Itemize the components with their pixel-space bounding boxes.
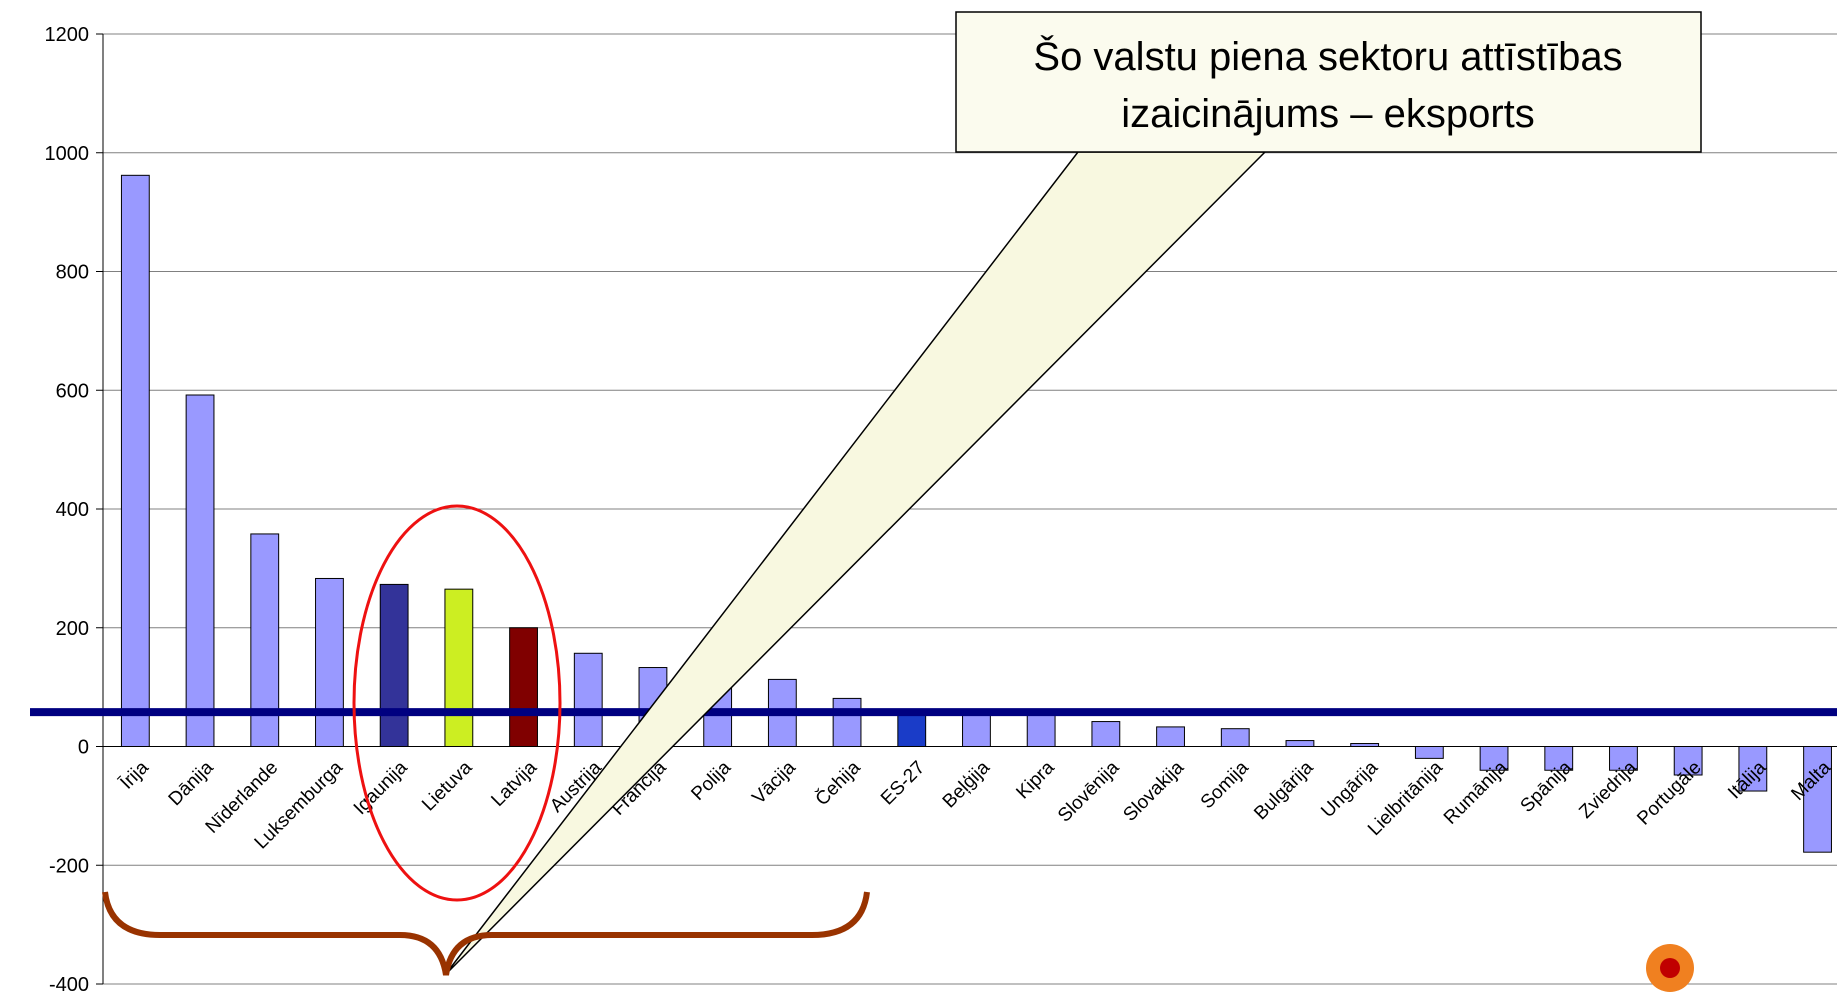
x-tick-label: Portugāle bbox=[1633, 757, 1705, 829]
y-tick-label: 800 bbox=[56, 262, 89, 284]
annotation-line: izaicinājums – eksports bbox=[1121, 92, 1535, 136]
bar bbox=[1156, 726, 1185, 747]
bar bbox=[897, 711, 927, 747]
x-tick-label: ES-27 bbox=[877, 757, 929, 809]
logo bbox=[1646, 944, 1694, 992]
y-tick-label: 1000 bbox=[45, 143, 90, 165]
bar bbox=[1285, 740, 1315, 747]
y-tick-label: 200 bbox=[56, 618, 89, 640]
bar bbox=[1479, 746, 1509, 771]
bar bbox=[1803, 746, 1832, 853]
bar bbox=[1220, 728, 1250, 747]
bar bbox=[444, 588, 474, 747]
bar bbox=[962, 713, 991, 747]
annotation-line: Šo valstu piena sektoru attīstības bbox=[1033, 34, 1622, 79]
x-tick-label: Polija bbox=[687, 757, 735, 805]
logo-center bbox=[1660, 958, 1680, 978]
y-tick-label: -400 bbox=[49, 974, 89, 993]
x-tick-label: Zviedrija bbox=[1575, 757, 1641, 823]
x-tick-label: Ungārija bbox=[1317, 757, 1382, 822]
x-tick-label: Čehija bbox=[811, 756, 865, 810]
x-tick-label: Kipra bbox=[1012, 757, 1059, 804]
y-tick-label: 1200 bbox=[45, 24, 90, 46]
y-tick-label: 600 bbox=[56, 380, 89, 402]
grid-layer bbox=[96, 33, 1837, 985]
bar bbox=[573, 652, 603, 747]
y-tick-label: -200 bbox=[49, 855, 89, 877]
bar bbox=[509, 627, 538, 747]
bar bbox=[120, 174, 150, 747]
x-tick-label: Slovēnija bbox=[1054, 757, 1124, 827]
bar bbox=[1091, 721, 1121, 747]
bar bbox=[1350, 743, 1380, 747]
bar bbox=[1026, 713, 1056, 747]
bar bbox=[1738, 746, 1768, 792]
bar bbox=[1673, 746, 1703, 776]
x-tick-label: Latvija bbox=[487, 757, 541, 811]
x-tick-label: Dānija bbox=[165, 757, 218, 810]
bar bbox=[1544, 746, 1574, 771]
bar bbox=[832, 697, 862, 747]
x-tick-label: Slovakija bbox=[1119, 757, 1188, 826]
x-tick-label: Lietuva bbox=[418, 757, 476, 815]
x-tick-label: Somija bbox=[1197, 757, 1253, 813]
x-tick-label: Vācija bbox=[748, 757, 800, 809]
highlight-ellipse bbox=[352, 504, 562, 902]
callout-pointer bbox=[444, 151, 1267, 976]
bars-layer bbox=[30, 174, 1837, 853]
y-tick-label: 400 bbox=[56, 499, 89, 521]
annotation-box bbox=[955, 11, 1702, 153]
bar bbox=[1414, 746, 1444, 759]
x-tick-label: Rumānija bbox=[1440, 757, 1512, 829]
x-tick-label: Beļģija bbox=[939, 757, 994, 812]
bar bbox=[379, 583, 409, 747]
brace bbox=[102, 891, 870, 976]
bar bbox=[315, 577, 344, 747]
x-tick-label: Bulgārija bbox=[1250, 757, 1317, 824]
bar bbox=[1609, 746, 1638, 771]
bar bbox=[185, 394, 215, 747]
y-tick-label: 0 bbox=[78, 737, 89, 759]
x-tick-label: Īrija bbox=[116, 757, 153, 794]
